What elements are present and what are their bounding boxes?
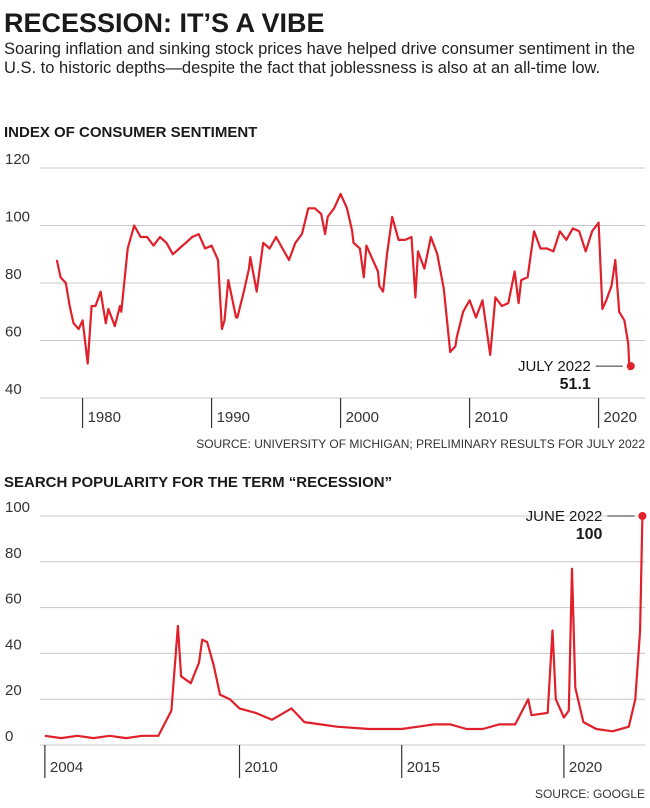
y-tick-label: 60	[5, 591, 22, 608]
end-dot	[638, 512, 647, 520]
y-tick-label: 60	[5, 324, 22, 341]
subtitle-box: Soaring inflation and sinking stock pric…	[4, 40, 636, 77]
y-tick-label: 100	[5, 499, 30, 516]
x-tick-label: 2015	[407, 759, 440, 776]
y-tick-label: 0	[5, 728, 13, 745]
source-note: SOURCE: GOOGLE	[535, 787, 645, 801]
chart-title: INDEX OF CONSUMER SENTIMENT	[4, 124, 257, 141]
page-title: RECESSION: IT’S A VIBE	[4, 8, 325, 38]
annotation-value: 51.1	[560, 376, 591, 393]
subtitle: Soaring inflation and sinking stock pric…	[4, 40, 636, 77]
y-tick-label: 120	[5, 151, 30, 168]
y-tick-label: 40	[5, 636, 22, 653]
y-tick-label: 80	[5, 266, 22, 283]
y-tick-label: 100	[5, 209, 30, 226]
data-line	[55, 192, 632, 371]
x-tick-label: 2000	[346, 409, 379, 426]
chart-title: SEARCH POPULARITY FOR THE TERM “RECESSIO…	[4, 474, 392, 491]
x-tick-label: 1980	[88, 409, 121, 426]
y-tick-label: 40	[5, 381, 22, 398]
x-tick-label: 2004	[50, 759, 83, 776]
data-line	[44, 515, 644, 740]
annotation-value: 100	[576, 526, 603, 543]
annotation-label: JULY 2022	[518, 358, 591, 375]
annotation-label: JUNE 2022	[526, 508, 603, 525]
x-tick-label: 2010	[475, 409, 508, 426]
end-dot	[626, 362, 635, 371]
y-tick-label: 80	[5, 545, 22, 562]
x-tick-label: 2020	[569, 759, 602, 776]
x-tick-label: 2010	[245, 759, 278, 776]
source-note: SOURCE: UNIVERSITY OF MICHIGAN; PRELIMIN…	[196, 437, 645, 451]
x-tick-label: 1990	[217, 409, 250, 426]
x-tick-label: 2020	[604, 409, 637, 426]
y-tick-label: 20	[5, 682, 22, 699]
